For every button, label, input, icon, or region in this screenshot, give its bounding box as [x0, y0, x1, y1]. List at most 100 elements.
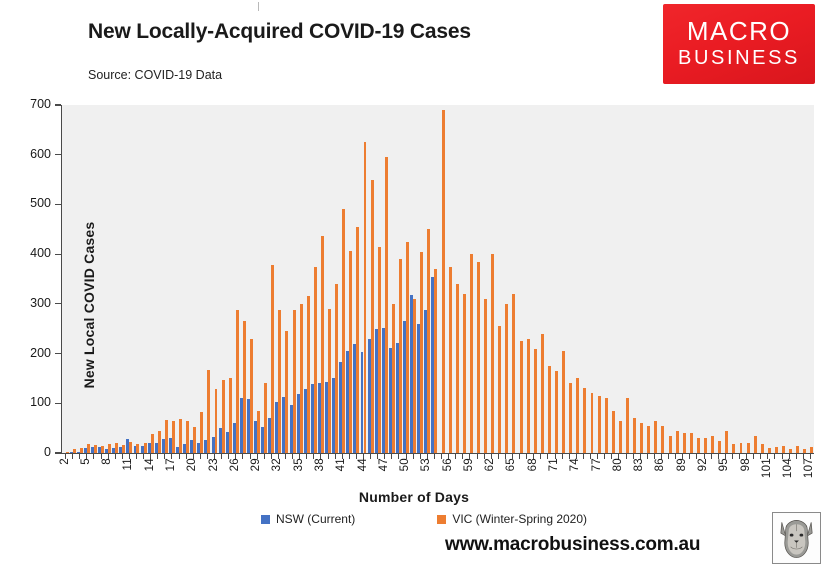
bar-nsw	[360, 352, 364, 453]
x-axis-tick	[249, 453, 251, 459]
x-axis-tick-label: 98	[739, 458, 752, 472]
bar-nsw	[424, 310, 428, 453]
bar-vic	[512, 293, 516, 453]
bar-nsw	[119, 446, 123, 453]
bar-vic	[441, 109, 445, 453]
bar-nsw	[126, 439, 130, 453]
x-axis-tick	[355, 453, 357, 459]
bar-nsw	[353, 343, 357, 453]
x-axis-tick	[483, 453, 485, 459]
x-axis-tick	[611, 453, 613, 459]
bar-vic	[427, 229, 431, 453]
x-axis-tick	[100, 453, 102, 459]
legend-item[interactable]: VIC (Winter-Spring 2020)	[437, 512, 587, 526]
y-axis-tick-label: 500	[30, 196, 51, 211]
bar-vic	[540, 333, 544, 453]
x-axis-tick	[363, 453, 364, 459]
bar-vic	[72, 449, 76, 453]
x-axis-tick	[504, 453, 506, 459]
legend-item[interactable]: NSW (Current)	[260, 512, 355, 526]
bar-vic	[675, 430, 679, 453]
legend-item-label: VIC (Winter-Spring 2020)	[452, 512, 588, 526]
bar-nsw	[431, 276, 435, 453]
bar-vic	[647, 425, 651, 453]
bar-nsw	[410, 294, 414, 453]
bar-nsw	[282, 396, 286, 453]
bar-vic	[555, 370, 559, 453]
bar-vic	[299, 303, 303, 453]
bar-vic	[391, 303, 395, 453]
bar-vic	[250, 338, 253, 453]
bar-vic	[179, 419, 183, 453]
x-axis-tick-label: 41	[335, 458, 348, 472]
bar-vic	[200, 411, 204, 453]
x-axis-tick	[653, 453, 655, 459]
bar-nsw	[232, 422, 236, 453]
x-axis-tick	[313, 453, 315, 459]
bar-vic	[746, 443, 750, 453]
bar-vic	[370, 179, 374, 453]
x-axis-tick	[526, 453, 528, 459]
bar-vic	[604, 398, 608, 453]
y-axis-tick-label: 100	[30, 395, 51, 410]
x-axis-tick	[604, 453, 606, 459]
bar-vic	[689, 433, 693, 453]
x-axis-tick-label: 74	[569, 458, 582, 472]
x-axis-tick	[221, 453, 223, 459]
x-axis-tick	[270, 453, 272, 459]
x-axis-tick	[490, 453, 492, 459]
x-axis-tick	[377, 453, 379, 459]
bar-vic	[214, 389, 218, 453]
bar-nsw	[346, 351, 350, 453]
x-axis-tick	[292, 453, 294, 459]
x-axis-tick	[79, 453, 81, 459]
x-axis-tick	[192, 453, 194, 459]
bar-vic	[434, 269, 438, 453]
x-axis-tick	[228, 453, 230, 459]
x-axis-tick	[433, 453, 435, 459]
plot-area: New Local COVID Cases	[62, 105, 814, 453]
x-axis-tick-label: 26	[228, 458, 241, 472]
bar-nsw	[381, 327, 385, 453]
bar-vic	[292, 310, 296, 453]
bar-vic	[682, 433, 686, 453]
bar-vic	[150, 434, 154, 453]
x-axis-tick-label: 101	[760, 458, 773, 479]
bar-vic	[164, 420, 168, 453]
bar-vic	[569, 383, 573, 453]
bar-series-container	[62, 105, 814, 453]
bar-vic	[278, 309, 282, 453]
bar-vic	[235, 309, 239, 453]
x-axis-tick	[370, 453, 372, 459]
x-axis-tick	[135, 453, 137, 459]
bar-vic	[704, 438, 707, 453]
bar-nsw	[325, 381, 329, 453]
bar-vic	[810, 447, 814, 453]
x-axis-tick	[689, 453, 691, 459]
x-axis-tick-label: 56	[441, 458, 454, 472]
bar-nsw	[105, 448, 109, 453]
x-axis-tick	[384, 453, 386, 459]
bar-vic	[320, 236, 324, 453]
bar-vic	[143, 443, 147, 453]
y-axis-tick-label: 300	[30, 295, 51, 310]
bar-vic	[611, 410, 615, 453]
x-axis-tick	[774, 453, 776, 459]
x-axis-tick	[157, 453, 159, 459]
bar-vic	[157, 430, 161, 453]
x-axis-tick	[320, 453, 322, 459]
x-axis-tick	[660, 453, 662, 459]
x-axis-tick	[753, 453, 755, 459]
x-axis-tick-label: 50	[399, 458, 412, 472]
macrobusiness-logo: MACRO BUSINESS	[663, 4, 815, 84]
bar-vic	[767, 448, 771, 453]
y-axis-tick-label: 400	[30, 246, 51, 261]
bar-vic	[469, 254, 473, 453]
y-axis-line	[61, 105, 63, 454]
bar-vic	[547, 366, 551, 453]
y-axis-tick	[55, 352, 61, 355]
bar-vic	[562, 351, 566, 453]
x-axis-tick	[391, 453, 393, 459]
bar-vic	[484, 298, 488, 453]
bar-nsw	[204, 440, 208, 453]
